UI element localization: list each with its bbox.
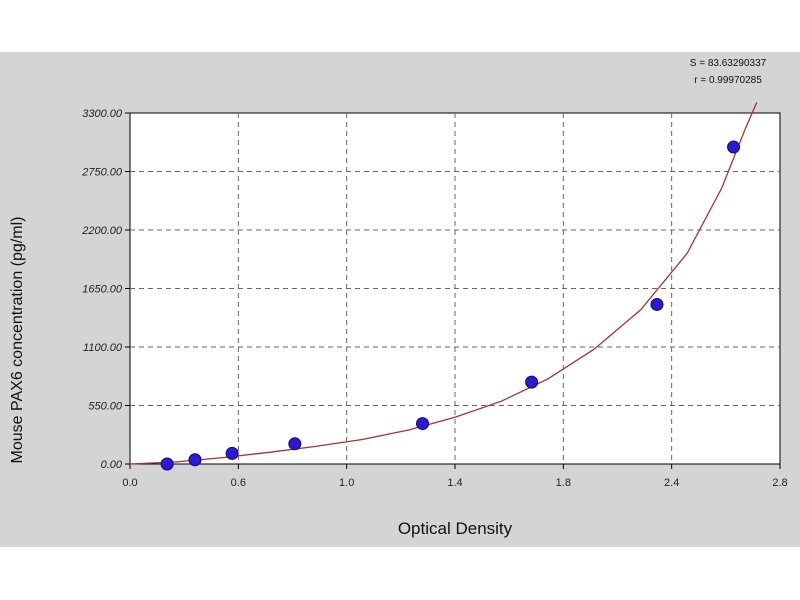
- data-point: [225, 446, 239, 460]
- fit-statistics: S = 83.63290337 r = 0.99970285: [690, 58, 767, 86]
- y-tick-label: 3300.00: [82, 108, 123, 120]
- data-point: [160, 457, 174, 471]
- x-tick-label: 2.4: [664, 477, 679, 489]
- y-tick-label: 2200.00: [81, 225, 123, 237]
- grid-lines: [130, 113, 780, 464]
- x-tick-label: 2.8: [772, 477, 787, 489]
- y-tick-label: 1650.00: [82, 284, 123, 296]
- x-axis-label: Optical Density: [398, 519, 513, 538]
- x-tick-label: 1.4: [447, 477, 462, 489]
- x-tick-label: 1.8: [556, 477, 571, 489]
- fit-stat-text: S = 83.63290337: [690, 58, 767, 69]
- chart-frame: 0.00 550.00 1100.00 1650.00 2200.00 2750.00 33…: [0, 52, 800, 547]
- data-point: [525, 375, 539, 389]
- data-points: [160, 140, 741, 471]
- x-tick-label: 0.0: [122, 477, 137, 489]
- x-tick-label: 0.6: [231, 477, 246, 489]
- data-point: [650, 297, 664, 311]
- y-tick-label: 2750.00: [81, 167, 123, 179]
- standard-curve-chart: 0.00 550.00 1100.00 1650.00 2200.00 2750.00 33…: [9, 58, 788, 538]
- data-point: [416, 417, 429, 431]
- y-tick-label: 0.00: [101, 459, 123, 471]
- x-axis-ticks: 0.0 0.6 1.0 1.4 1.8 2.4 2.8: [122, 464, 788, 489]
- fit-stat-text: r = 0.99970285: [694, 75, 762, 86]
- data-point: [727, 140, 741, 154]
- y-axis-ticks: 0.00 550.00 1100.00 1650.00 2200.00 2750.00 33…: [81, 108, 130, 471]
- data-point: [188, 453, 202, 467]
- y-tick-label: 550.00: [88, 401, 123, 413]
- y-axis-label: Mouse PAX6 concentration (pg/ml): [9, 217, 26, 464]
- data-point: [288, 437, 302, 451]
- x-tick-label: 1.0: [339, 477, 354, 489]
- y-tick-label: 1100.00: [83, 342, 123, 354]
- fitted-curve: [129, 102, 758, 465]
